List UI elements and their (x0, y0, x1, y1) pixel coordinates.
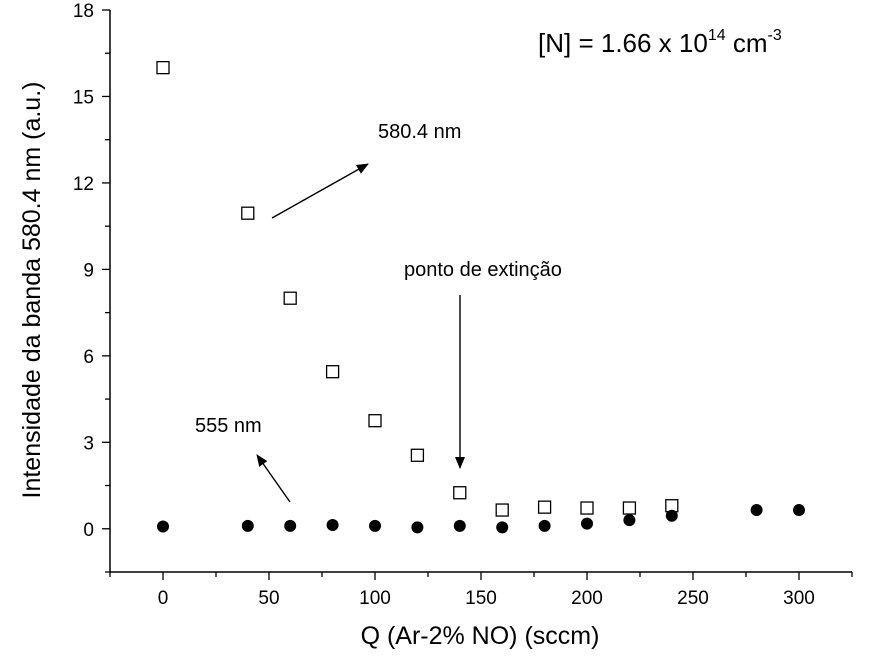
y-tick-label: 9 (83, 260, 94, 281)
square-point (283, 291, 297, 305)
circle-point (581, 517, 593, 530)
x-tick-label: 200 (571, 588, 603, 609)
y-tick-label: 15 (73, 87, 94, 108)
concentration-annotation: [N] = 1.66 x 1014 cm-3 (538, 27, 782, 58)
arrow-580-nm (271, 163, 369, 219)
y-tick-label: 0 (83, 520, 94, 541)
y-tick-label: 6 (83, 347, 94, 368)
circle-point (665, 509, 678, 522)
circle-point (369, 519, 381, 532)
y-tick-label: 3 (83, 433, 94, 454)
x-tick-label: 100 (359, 588, 391, 609)
square-point (495, 503, 509, 517)
concentration-prefix: [N] = 1.66 x 10 (538, 28, 708, 58)
concentration-exponent: 14 (708, 27, 726, 44)
circle-point (241, 519, 254, 532)
square-point (410, 448, 425, 462)
x-tick-label: 250 (677, 588, 709, 609)
x-tick-group: 0 50 100 150 200 250 300 (109, 572, 853, 609)
y-tick-label: 18 (73, 1, 94, 22)
x-tick-label: 150 (465, 588, 497, 609)
concentration-unit-exponent: -3 (768, 27, 782, 44)
circle-point (157, 520, 169, 533)
circle-point (326, 519, 339, 532)
circle-point (793, 504, 805, 517)
x-tick-label: 300 (783, 588, 815, 609)
data-points (156, 60, 805, 534)
label-580-nm: 580.4 nm (378, 121, 461, 143)
square-point (453, 486, 467, 500)
square-point (325, 365, 340, 379)
arrow-555-nm (256, 454, 291, 503)
circle-point (538, 519, 551, 532)
x-axis-title: Q (Ar-2% NO) (sccm) (361, 622, 600, 650)
square-point (241, 206, 255, 220)
x-tick-label: 0 (158, 588, 169, 609)
circle-point (411, 521, 424, 534)
square-point (580, 501, 594, 515)
square-point (156, 60, 170, 75)
circle-point (623, 514, 636, 527)
circle-point (284, 519, 297, 532)
y-tick-group: 0 3 6 9 12 15 18 (73, 1, 110, 573)
circle-point (496, 521, 509, 534)
y-tick-label: 12 (73, 174, 94, 195)
square-point (368, 414, 382, 428)
concentration-unit: cm (726, 28, 768, 58)
circle-point (750, 504, 763, 517)
label-ponto-de-extincao: ponto de extinção (404, 259, 562, 281)
circle-point (453, 519, 466, 532)
label-555-nm: 555 nm (195, 415, 262, 437)
x-tick-label: 50 (258, 588, 279, 609)
square-point (537, 500, 552, 514)
y-axis-title: Intensidade da banda 580.4 nm (a.u.) (18, 82, 46, 499)
square-point (622, 501, 637, 515)
